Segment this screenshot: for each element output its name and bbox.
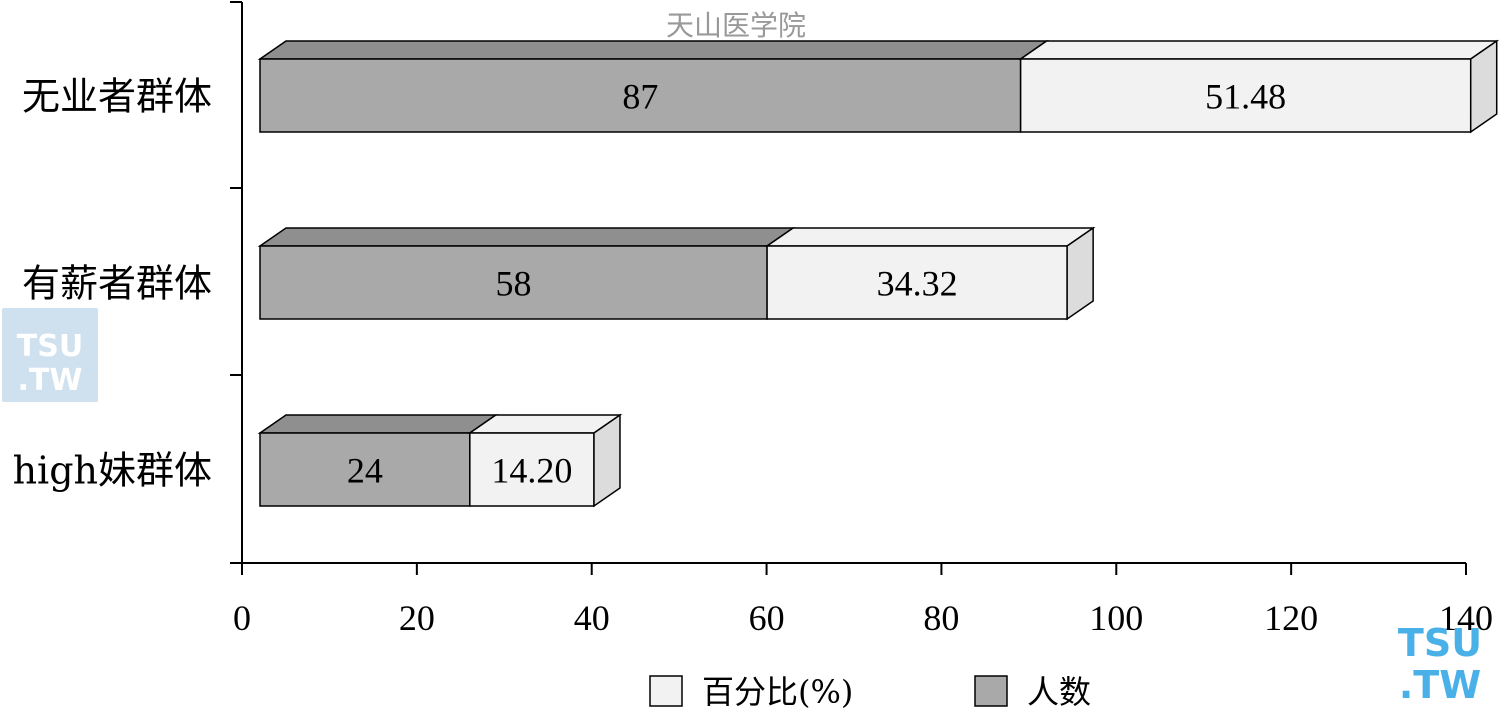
- legend-swatch: [974, 675, 1008, 707]
- x-tick-label: 0: [233, 598, 251, 638]
- data-label-people: 87: [622, 77, 658, 117]
- x-tick-label: 80: [923, 598, 959, 638]
- bar-side: [1469, 39, 1498, 134]
- x-tick-label: 40: [574, 598, 610, 638]
- data-label-percent: 51.48: [1205, 77, 1286, 117]
- bar-percent: [1019, 58, 1472, 133]
- bar-percent: [766, 245, 1068, 320]
- data-label-percent: 14.20: [491, 451, 572, 491]
- data-label-people: 24: [347, 451, 383, 491]
- data-label-percent: 34.32: [877, 264, 958, 304]
- svg-text:TSU: TSU: [1398, 621, 1482, 665]
- bar-people-top: [257, 40, 1050, 60]
- bar-people-top: [257, 414, 499, 434]
- tsu-logo: TSU .TW: [1392, 618, 1488, 712]
- data-label-people: 58: [496, 264, 532, 304]
- bar-people-top: [257, 227, 796, 247]
- bar-percent-top: [764, 227, 1096, 247]
- bar-side: [1066, 226, 1094, 321]
- legend-swatch: [649, 675, 683, 707]
- category-label: 有薪者群体: [22, 262, 212, 306]
- x-tick-label: 60: [749, 598, 785, 638]
- bar-people: [259, 245, 768, 320]
- bar-percent-top: [1018, 40, 1500, 60]
- svg-text:.TW: .TW: [1399, 663, 1481, 707]
- x-tick-label: 120: [1264, 598, 1318, 638]
- bar-side: [593, 413, 621, 508]
- category-label: 无业者群体: [22, 75, 212, 119]
- legend-label: 人数: [1027, 673, 1091, 710]
- x-tick-label: 140: [1439, 598, 1493, 638]
- bar-people: [259, 58, 1022, 133]
- category-label: high妹群体: [13, 449, 212, 493]
- x-tick-label: 100: [1089, 598, 1143, 638]
- legend-label: 百分比(%): [702, 673, 853, 710]
- svg-text:TSU: TSU: [17, 329, 83, 364]
- watermark-text: 天山医学院: [666, 9, 807, 42]
- bar-percent: [469, 432, 595, 507]
- x-tick-label: 20: [399, 598, 435, 638]
- bar-people: [259, 432, 471, 507]
- svg-text:.TW: .TW: [18, 363, 83, 398]
- tsu-logo: TSU .TW: [2, 308, 98, 402]
